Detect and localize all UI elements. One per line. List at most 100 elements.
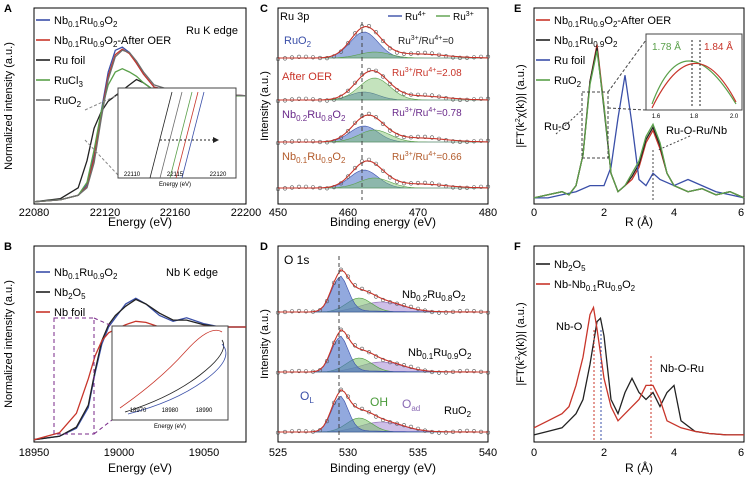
data-point: [450, 55, 456, 60]
data-point: [296, 96, 302, 101]
data-point: [345, 174, 351, 179]
sample-label: RuO2: [444, 405, 472, 419]
data-point: [380, 74, 386, 79]
panel-f-xtick: 2: [601, 447, 607, 459]
panel-a-annotation: Ru K edge: [186, 25, 238, 37]
panel-b-inset: 18970 18980 18990 Energy (eV): [53, 317, 229, 435]
panel-a-ylabel: Normalized intensity (a.u.): [3, 42, 15, 170]
data-point: [352, 31, 358, 36]
data-point: [485, 54, 491, 59]
legend-label: Nb foil: [54, 307, 85, 319]
component-label: Oad: [402, 397, 420, 413]
inset-curve: [169, 91, 193, 179]
panel-e-xtick: 2: [601, 207, 607, 219]
data-point: [352, 165, 358, 171]
data-point: [485, 184, 491, 189]
data-point: [366, 111, 372, 116]
data-point: [303, 369, 309, 374]
data-point: [345, 41, 351, 46]
data-point: [436, 310, 442, 315]
legend-label: Nb-Nb0.1Ru0.9O2: [554, 279, 636, 293]
inset-connector: [607, 107, 647, 111]
series-line-ru-foil: [534, 75, 745, 199]
data-point: [275, 370, 281, 375]
inset-curve: [149, 91, 173, 179]
panel-b-xtick: 18950: [19, 447, 50, 459]
sample-label: After OER: [282, 71, 332, 83]
data-point: [485, 370, 491, 375]
panel-b-xtick: 19050: [189, 447, 220, 459]
panel-f-letter: F: [514, 241, 521, 253]
series-line-ruo2: [533, 50, 745, 199]
data-point: [345, 274, 351, 279]
panel-e-frame: [533, 7, 745, 205]
data-point: [310, 97, 316, 102]
inset-xlabel: Energy (eV): [159, 182, 191, 188]
panel-c-letter: C: [260, 3, 268, 15]
data-point: [429, 369, 435, 375]
panel-b-letter: B: [4, 241, 12, 253]
data-point: [373, 30, 379, 35]
inset-connector: [93, 419, 113, 435]
inset-frame: [111, 325, 229, 421]
panel-a-xtick: 22200: [231, 207, 262, 219]
panel-f-plot: [533, 305, 744, 436]
data-point: [485, 430, 491, 435]
data-point: [457, 429, 463, 434]
legend-label: Nb0.1Ru0.9O2: [54, 267, 118, 281]
data-point: [471, 369, 477, 374]
sample-label: Nb0.1Ru0.9O2: [408, 347, 472, 361]
inset-curve: [651, 60, 737, 105]
data-point: [296, 368, 302, 374]
data-point: [303, 96, 309, 101]
panel-c-ylabel: Intensity (a.u.): [259, 71, 271, 141]
data-point: [303, 429, 309, 434]
legend-label: Nb0.1Ru0.9O2: [54, 15, 118, 29]
panel-b-annotation: Nb K edge: [166, 267, 218, 279]
panel-d: D Intensity (a.u.) Binding energy (eV) 5…: [259, 241, 497, 475]
data-point: [457, 55, 463, 61]
legend-label: Nb2O5: [554, 259, 586, 273]
data-point: [303, 309, 309, 314]
data-point: [457, 309, 463, 314]
panel-f-frame: [533, 245, 745, 443]
sample-label: Nb0.2Ru0.8O2: [402, 289, 466, 303]
data-point: [345, 88, 351, 93]
panel-b-ylabel: Normalized intensity (a.u.): [3, 280, 15, 408]
inset-value: 1.78 Å: [652, 40, 681, 53]
legend-label: RuCl3: [54, 75, 83, 89]
data-point: [366, 410, 372, 415]
data-point: [296, 184, 302, 189]
panel-f-legend: Nb2O5 Nb-Nb0.1Ru0.9O2: [536, 259, 636, 293]
data-point: [338, 267, 344, 272]
panel-d-plot: [275, 267, 491, 435]
panel-f-xtick: 6: [738, 447, 744, 459]
peak-label: Ru-O-Ru/Nb: [666, 125, 727, 137]
inset-xtick: 22120: [210, 172, 227, 178]
fit-envelope: [278, 328, 488, 373]
data-point: [352, 403, 358, 408]
data-point: [457, 369, 463, 374]
data-point: [366, 24, 372, 29]
legend-label: Nb2O5: [54, 287, 86, 301]
data-point: [345, 334, 351, 339]
panel-d-xtick: 530: [339, 447, 357, 459]
fit-envelope: [278, 25, 489, 59]
inset-connector: [84, 94, 119, 111]
data-point: [464, 428, 470, 434]
panel-c-xtick: 470: [409, 207, 427, 219]
data-point: [422, 92, 428, 97]
panel-d-ylabel: Intensity (a.u.): [259, 309, 271, 379]
data-point: [296, 54, 302, 60]
data-point: [457, 97, 463, 102]
inset-xtick: 18970: [130, 408, 147, 414]
inset-xtick: 22110: [124, 172, 141, 178]
data-point: [429, 135, 435, 140]
data-point: [471, 429, 477, 434]
zoom-box: [581, 91, 609, 159]
panel-d-title: O 1s: [284, 253, 309, 267]
data-point: [352, 343, 358, 348]
inset-frame: [117, 87, 237, 179]
inset-connector: [93, 317, 113, 327]
panel-c-title: Ru 3p: [280, 11, 309, 23]
